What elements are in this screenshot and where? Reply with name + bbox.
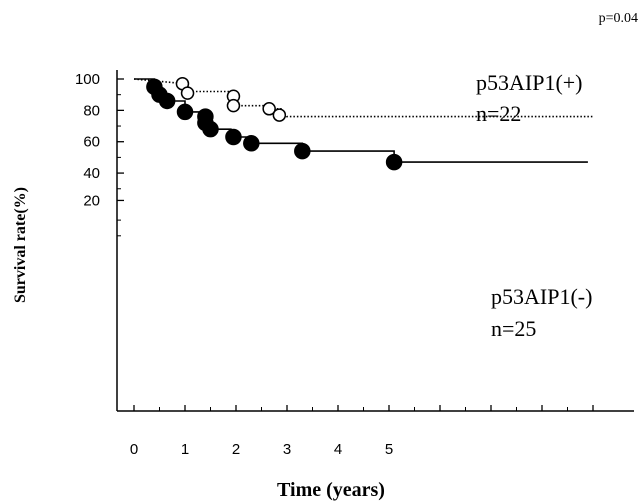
censor-marker-open	[182, 87, 194, 99]
x-tick-label: 5	[385, 441, 393, 458]
x-tick-label: 1	[181, 441, 189, 458]
axes	[117, 70, 634, 411]
y-tick-label: 80	[83, 102, 100, 119]
event-marker-filled	[226, 130, 241, 145]
x-axis-title: Time (years)	[277, 479, 385, 501]
x-tick-label: 2	[232, 441, 240, 458]
y-tick-label: 20	[83, 192, 100, 209]
x-tick-label: 0	[130, 441, 138, 458]
series-plus-n: n=22	[476, 101, 521, 126]
series-plus-label: p53AIP1(+)	[476, 70, 583, 95]
ticks: 40 60 80 100 20 0 1 2 3 4 5	[75, 71, 593, 458]
y-axis-title: Survival rate(%)	[12, 187, 29, 303]
event-marker-filled	[160, 93, 175, 108]
censor-marker-open	[227, 100, 239, 112]
event-marker-filled	[203, 122, 218, 137]
x-tick-label: 4	[334, 441, 342, 458]
y-tick-label: 40	[83, 165, 100, 182]
event-marker-filled	[178, 104, 193, 119]
event-marker-filled	[387, 155, 402, 170]
y-tick-label: 60	[83, 134, 100, 151]
x-tick-label: 3	[283, 441, 291, 458]
p-value-label: p=0.04	[599, 11, 638, 26]
series-minus-n: n=25	[491, 316, 536, 341]
series-minus-label: p53AIP1(-)	[491, 284, 592, 309]
censor-marker-open	[273, 109, 285, 121]
event-marker-filled	[244, 136, 259, 151]
y-tick-label: 100	[75, 71, 100, 88]
event-marker-filled	[295, 144, 310, 159]
